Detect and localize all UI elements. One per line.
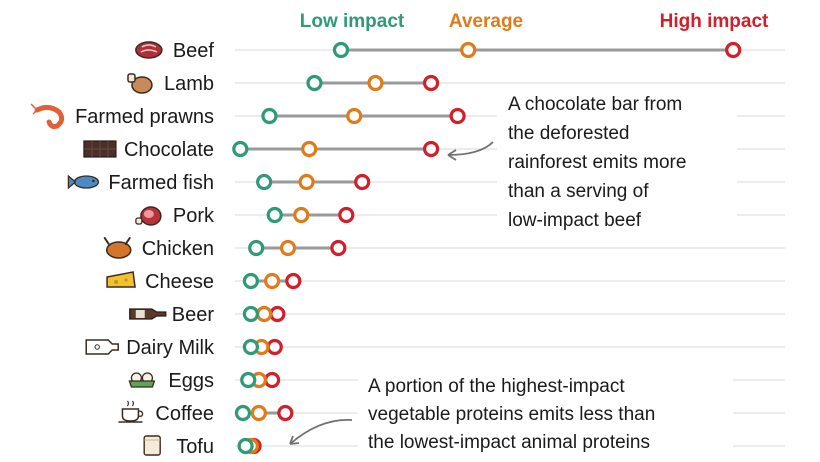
dot-high	[354, 173, 371, 191]
food-label: Farmed prawns	[75, 106, 214, 128]
annotation-tofu-background	[358, 368, 733, 462]
dot-high	[285, 272, 302, 290]
dot-avg	[346, 107, 363, 125]
prawn-icon	[30, 103, 65, 129]
steak-icon	[135, 41, 163, 59]
food-label: Dairy Milk	[126, 337, 215, 359]
dot-low	[242, 305, 259, 323]
dot-high	[277, 404, 294, 422]
food-label: Chicken	[142, 238, 214, 260]
food-label: Tofu	[176, 436, 214, 458]
dot-avg	[250, 404, 267, 422]
food-label: Lamb	[164, 73, 214, 95]
lamb-leg-icon	[127, 73, 153, 94]
row-farmed-prawns: Farmed prawns	[30, 103, 466, 129]
row-coffee: Coffee	[118, 400, 294, 425]
dot-low	[240, 371, 257, 389]
food-label: Farmed fish	[108, 172, 214, 194]
dot-low	[242, 272, 259, 290]
row-pork: Pork	[135, 205, 355, 227]
dot-high	[266, 338, 283, 356]
row-tofu: Tofu	[143, 435, 262, 458]
annotation-chocolate-line: rainforest emits more	[508, 152, 686, 173]
dot-high	[725, 41, 742, 59]
food-label: Cheese	[145, 271, 214, 293]
legend-avg-label: Average	[449, 11, 523, 32]
dot-low	[261, 107, 278, 125]
food-label: Eggs	[168, 370, 214, 392]
legend: Low impact Average High impact	[300, 11, 769, 32]
dot-avg	[264, 272, 281, 290]
dot-high	[330, 239, 347, 257]
chocolate-bar-icon	[83, 140, 117, 158]
annotation-chocolate-arrowhead	[447, 149, 457, 161]
dot-high	[338, 206, 355, 224]
annotation-chocolate-line: than a serving of	[508, 181, 649, 202]
dot-high	[264, 371, 281, 389]
food-label: Beer	[172, 304, 215, 326]
dot-low	[306, 74, 323, 92]
row-chocolate: Chocolate	[83, 139, 440, 161]
annotation-tofu-line: the lowest-impact animal proteins	[368, 432, 650, 453]
row-farmed-fish: Farmed fish	[67, 172, 371, 194]
food-label: Pork	[173, 205, 215, 227]
food-label: Coffee	[155, 403, 214, 425]
dot-low	[237, 437, 254, 455]
eggs-icon	[128, 372, 156, 388]
row-beef: Beef	[135, 40, 742, 62]
food-rows: Beef Lamb Farmed prawns Chocolate Farmed fis…	[30, 40, 742, 458]
dot-avg	[367, 74, 384, 92]
dot-low	[232, 140, 249, 158]
food-label: Beef	[173, 40, 215, 62]
annotation-chocolate-line: low-impact beef	[508, 210, 642, 231]
dot-low	[332, 41, 350, 59]
dot-avg	[298, 173, 315, 191]
roast-chicken-icon	[103, 237, 132, 259]
dot-high	[269, 305, 286, 323]
beer-bottle-icon	[129, 308, 167, 320]
dot-low	[256, 173, 273, 191]
annotation-chocolate-background	[497, 88, 737, 228]
dot-avg	[293, 206, 310, 224]
legend-high-label: High impact	[660, 11, 769, 32]
annotations: A chocolate bar from the deforested rainfo…	[289, 88, 737, 462]
row-beer: Beer	[129, 304, 286, 326]
dot-avg	[460, 41, 477, 59]
row-dairy-milk: Dairy Milk	[85, 337, 283, 359]
annotation-chocolate-arrow	[447, 141, 494, 156]
annotation-tofu-arrowhead	[289, 435, 300, 445]
coffee-cup-icon	[118, 400, 144, 423]
dot-low	[234, 404, 252, 422]
dot-high	[449, 107, 466, 125]
food-label: Chocolate	[124, 139, 214, 161]
legend-low-label: Low impact	[300, 11, 405, 32]
milk-bottle-icon	[85, 339, 119, 355]
tofu-icon	[143, 435, 161, 456]
dot-high	[423, 140, 440, 158]
dot-low	[266, 206, 283, 224]
dot-low	[248, 239, 265, 257]
dot-avg	[279, 239, 297, 257]
row-eggs: Eggs	[128, 370, 281, 392]
dot-avg	[256, 305, 273, 323]
row-lamb: Lamb	[127, 73, 440, 95]
annotation-tofu-line: A portion of the highest-impact	[368, 376, 625, 397]
annotation-tofu-arrow	[289, 419, 353, 445]
cheese-icon	[106, 271, 136, 288]
row-chicken: Chicken	[103, 237, 347, 260]
annotation-chocolate-line: the deforested	[508, 123, 629, 144]
fish-icon	[67, 174, 100, 190]
row-cheese: Cheese	[106, 271, 302, 293]
ham-icon	[135, 206, 162, 226]
dot-low	[242, 338, 259, 356]
dot-high	[423, 74, 440, 92]
dot-avg	[301, 140, 318, 158]
annotation-chocolate-line: A chocolate bar from	[508, 94, 682, 115]
annotation-tofu-line: vegetable proteins emits less than	[368, 404, 655, 425]
